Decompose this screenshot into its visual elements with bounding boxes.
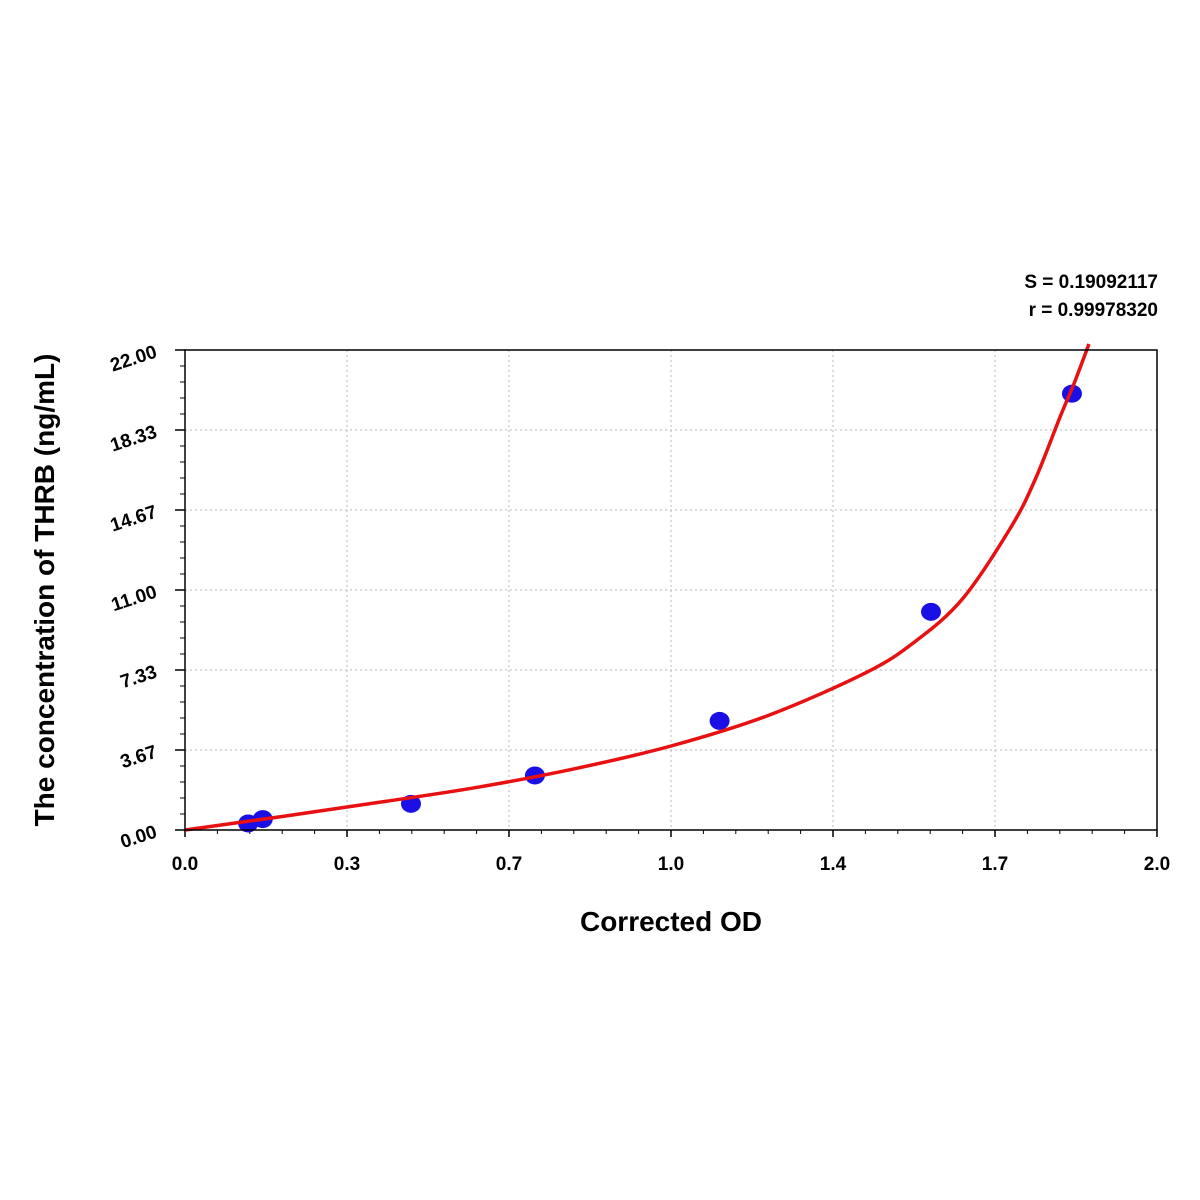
y-tick-label: 3.67 — [118, 742, 160, 773]
y-tick-label: 0.00 — [118, 822, 160, 853]
r-statistic: r = 0.99978320 — [1028, 300, 1158, 321]
fit-curve — [184, 343, 1091, 832]
x-tick-label: 0.3 — [334, 854, 360, 875]
y-axis-ticks: 0.00 3.67 7.33 11.00 14.67 18.33 22.00 — [108, 342, 185, 853]
y-tick-label: 11.00 — [109, 582, 160, 616]
x-tick-label: 0.7 — [496, 854, 522, 875]
y-tick-label: 7.33 — [118, 662, 160, 693]
grid-lines — [185, 350, 1157, 830]
y-tick-label: 14.67 — [108, 502, 160, 537]
y-tick-label: 22.00 — [108, 342, 160, 377]
plot-frame — [184, 349, 1158, 831]
data-point — [709, 711, 730, 730]
data-point — [921, 602, 942, 621]
x-axis-title: Corrected OD — [580, 906, 762, 937]
minor-ticks — [180, 365, 1126, 834]
y-tick-label: 18.33 — [108, 422, 160, 457]
x-axis-ticks: 0.0 0.3 0.7 1.0 1.4 1.7 2.0 — [172, 830, 1170, 875]
x-tick-label: 2.0 — [1144, 854, 1170, 875]
x-tick-label: 1.7 — [982, 854, 1008, 875]
s-statistic: S = 0.19092117 — [1024, 272, 1158, 293]
y-axis-title: The concentration of THRB (ng/mL) — [29, 354, 60, 827]
x-tick-label: 1.0 — [658, 854, 684, 875]
x-tick-label: 1.4 — [820, 854, 847, 875]
x-tick-label: 0.0 — [172, 854, 198, 875]
